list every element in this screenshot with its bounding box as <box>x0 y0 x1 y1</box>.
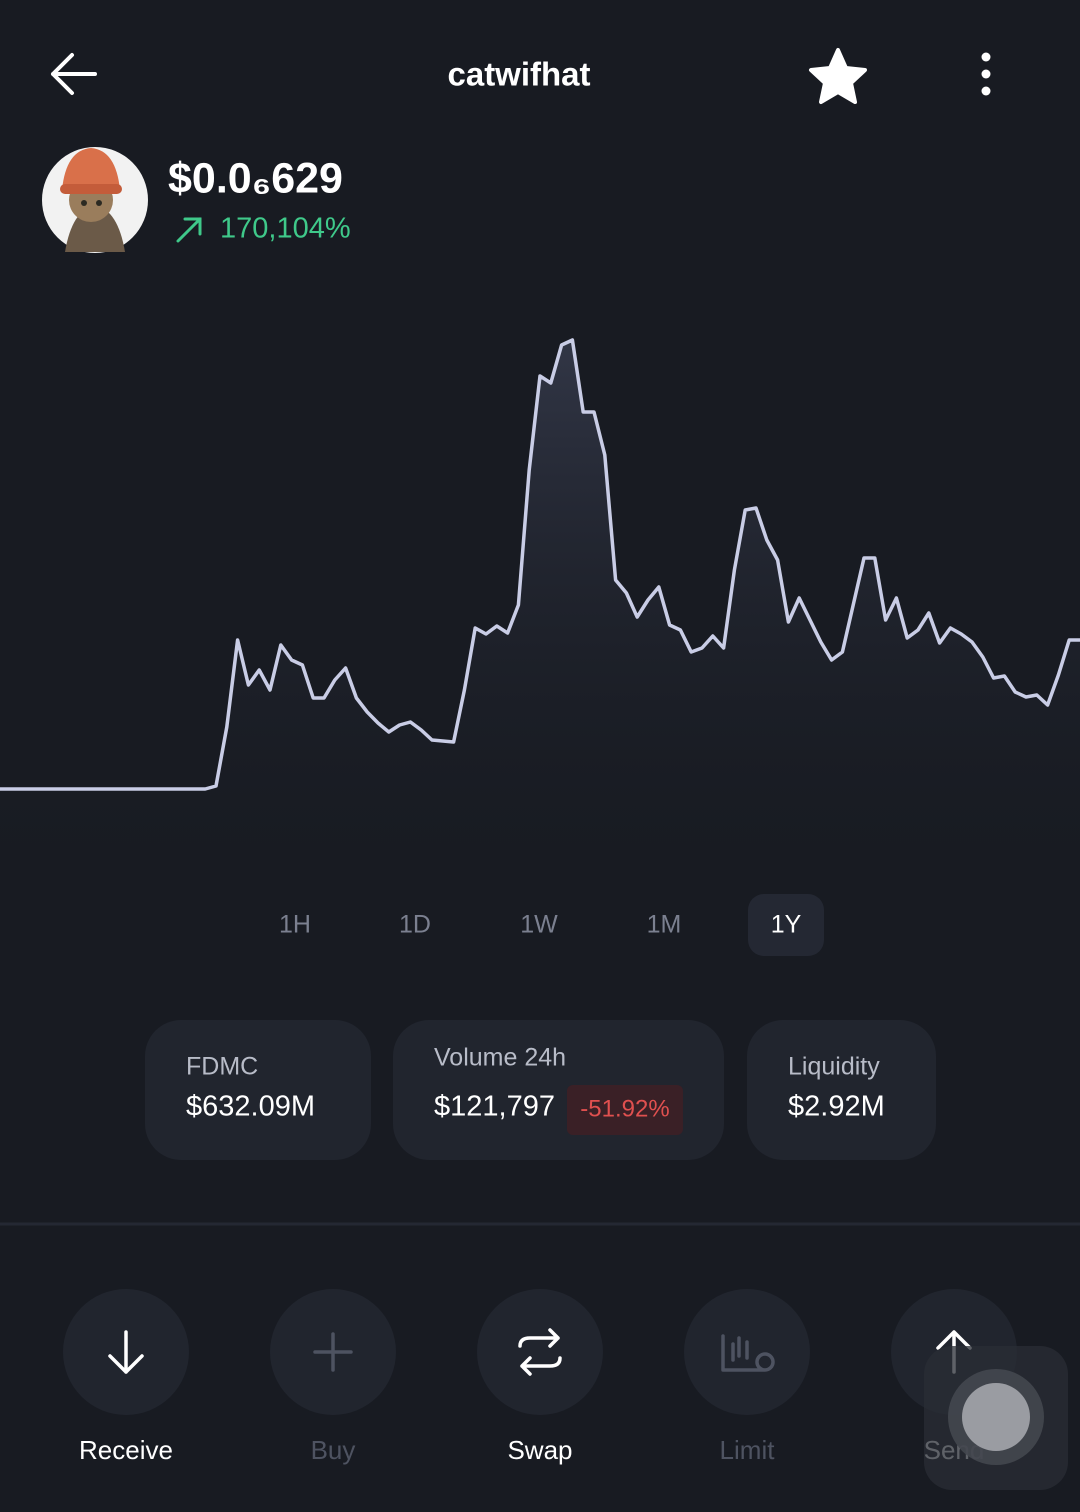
stats-row: FDMC $632.09M Volume 24h $121,797 -51.92% Liq… <box>145 1020 936 1160</box>
floating-button-core <box>962 1383 1030 1451</box>
timeframe-label: 1D <box>399 911 431 939</box>
timeframe-label: 1W <box>520 911 558 939</box>
action-icon <box>518 1328 562 1376</box>
timeframe-highlight <box>748 894 824 956</box>
price-chart <box>0 338 1080 900</box>
timeframe-label: 1M <box>647 911 682 939</box>
stat-label: Liquidity <box>788 1053 880 1081</box>
timeframe-label: 1H <box>279 911 311 939</box>
action-bar: ReceiveBuySwapLimitSend <box>63 1289 1017 1465</box>
stat-label: Volume 24h <box>434 1044 566 1072</box>
chart-area <box>0 340 1080 900</box>
stat-card: Liquidity $2.92M <box>747 1020 936 1160</box>
stat-value: $2.92M <box>788 1091 885 1123</box>
timeframe-button[interactable]: 1Y <box>748 894 824 956</box>
menu-button[interactable] <box>981 52 991 96</box>
action-button: Limit <box>684 1289 810 1465</box>
stat-card-bg <box>145 1020 371 1160</box>
timeframe-button[interactable]: 1M <box>647 911 682 939</box>
timeframe-label: 1Y <box>771 911 802 939</box>
timeframe-button[interactable]: 1W <box>520 911 558 939</box>
stat-card: Volume 24h $121,797 -51.92% <box>393 1020 724 1160</box>
price-line <box>0 338 1080 791</box>
stat-change: -51.92% <box>580 1095 669 1122</box>
stat-card: FDMC $632.09M <box>145 1020 371 1160</box>
action-icon <box>313 1332 353 1372</box>
token-price: $0.0₆629 <box>168 154 343 202</box>
stat-value: $632.09M <box>186 1091 315 1123</box>
action-label: Receive <box>79 1435 173 1465</box>
action-button[interactable]: Swap <box>477 1289 603 1465</box>
timeframe-selector: 1H 1D 1W 1M 1Y <box>279 894 824 956</box>
action-button: Buy <box>270 1289 396 1465</box>
favorite-button[interactable] <box>809 48 867 104</box>
stat-label: FDMC <box>186 1053 258 1081</box>
action-icon <box>721 1334 775 1372</box>
timeframe-button[interactable]: 1H <box>279 911 311 939</box>
action-label: Buy <box>311 1435 356 1465</box>
change-arrow <box>176 217 202 243</box>
stat-value: $121,797 <box>434 1091 555 1123</box>
timeframe-button[interactable]: 1D <box>399 911 431 939</box>
action-circle <box>477 1289 603 1415</box>
floating-button[interactable] <box>924 1346 1068 1490</box>
action-button[interactable]: Receive <box>63 1289 189 1465</box>
action-label: Limit <box>720 1435 776 1465</box>
token-avatar <box>42 147 148 253</box>
back-button[interactable] <box>51 53 97 95</box>
action-label: Swap <box>507 1435 572 1465</box>
header-title: catwifhat <box>447 56 590 93</box>
token-change: 170,104% <box>220 213 351 245</box>
stat-change-bg <box>566 1085 683 1135</box>
stat-card-bg <box>747 1020 936 1160</box>
action-icon <box>108 1330 144 1374</box>
